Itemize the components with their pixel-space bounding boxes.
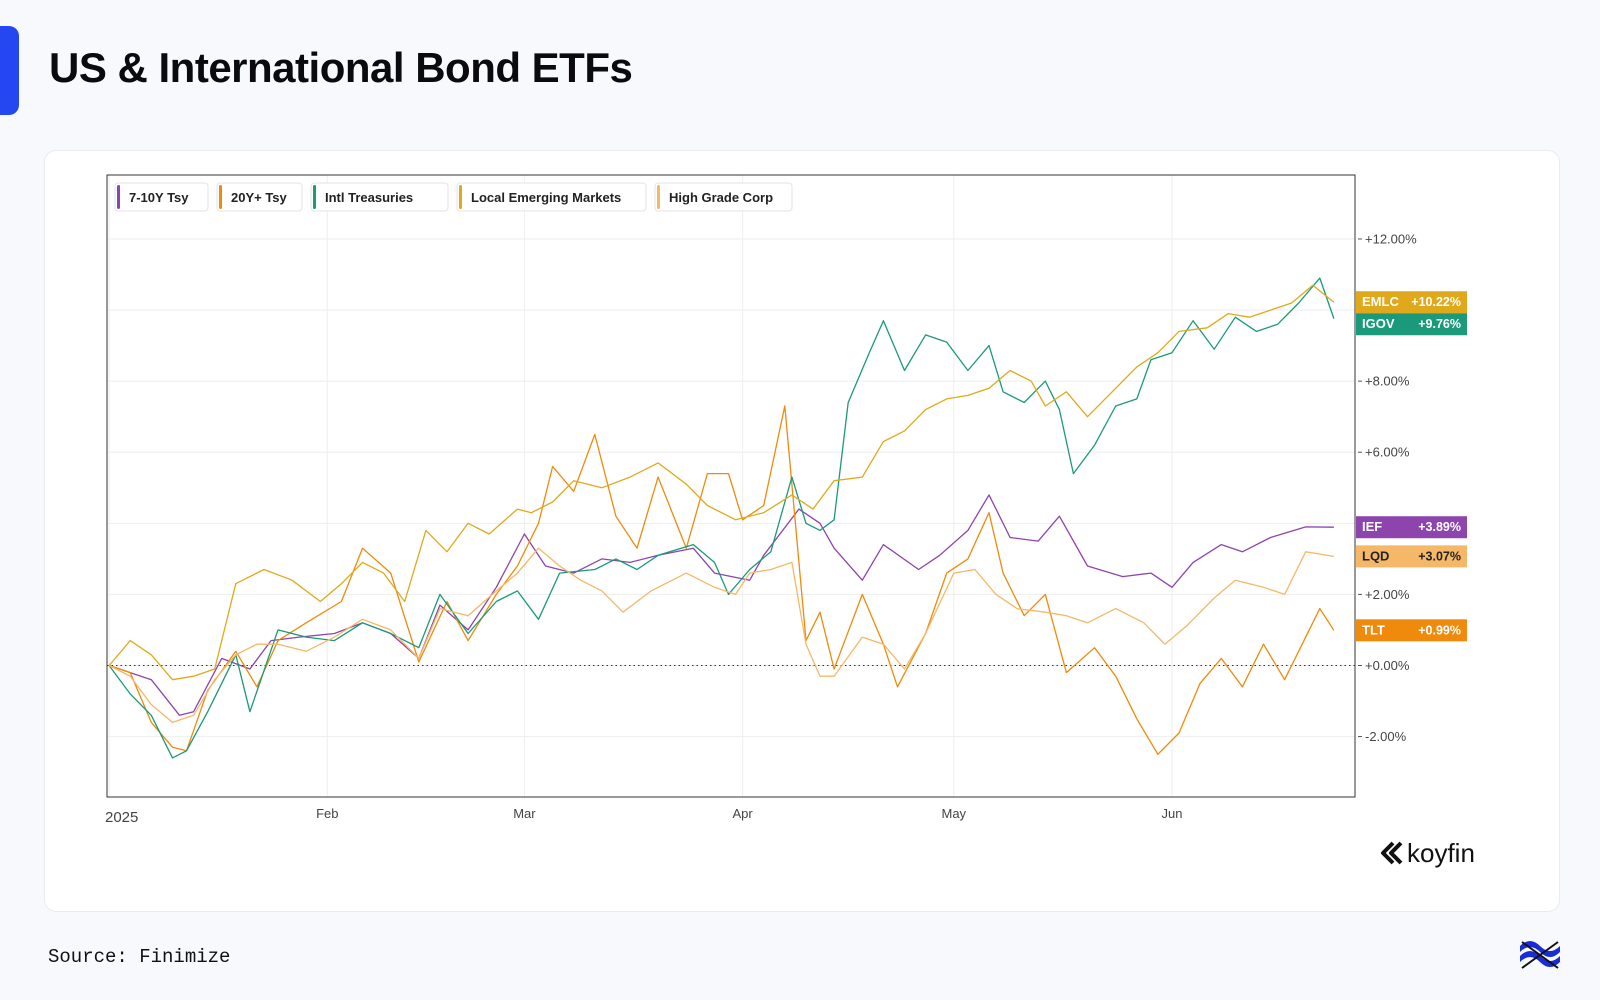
koyfin-wordmark: koyfin <box>1407 838 1475 868</box>
legend-color-swatch <box>219 185 222 209</box>
end-label-value: +0.99% <box>1418 623 1461 637</box>
source-text: Source: Finimize <box>48 946 231 968</box>
end-label-value: +3.07% <box>1418 549 1461 563</box>
end-label-ticker: TLT <box>1362 622 1385 637</box>
legend-item-tlt[interactable]: 20Y+ Tsy <box>216 182 303 212</box>
series-line-lqd <box>108 547 1335 724</box>
x-tick-label: Jun <box>1162 806 1183 821</box>
legend-item-lqd[interactable]: High Grade Corp <box>654 182 793 212</box>
end-label-background <box>1356 313 1467 336</box>
title-accent-bar <box>0 26 19 115</box>
end-label-background <box>1356 516 1467 539</box>
end-label-igov: IGOV +9.76% <box>1356 313 1467 336</box>
legend-color-swatch <box>117 185 120 209</box>
bond-etf-line-chart: -2.00% +0.00% +2.00% +6.00% +8.00% +12.00% 20… <box>105 174 1475 868</box>
legend-item-igov[interactable]: Intl Treasuries <box>310 182 449 212</box>
legend-label: High Grade Corp <box>669 190 773 205</box>
legend-chip <box>456 182 647 212</box>
finimize-logo-icon <box>1520 941 1560 969</box>
end-label-ticker: EMLC <box>1362 294 1399 309</box>
legend-label: Intl Treasuries <box>325 190 413 205</box>
legend-chip <box>216 182 303 212</box>
page-title: US & International Bond ETFs <box>49 44 633 91</box>
legend-label: 20Y+ Tsy <box>231 190 288 205</box>
end-label-ticker: LQD <box>1362 548 1389 563</box>
x-tick-label: Mar <box>513 806 536 821</box>
end-label-background <box>1356 619 1467 642</box>
end-label-value: +9.76% <box>1418 317 1461 331</box>
plot-area-frame <box>106 174 1356 798</box>
legend-chip <box>114 182 209 212</box>
koyfin-logo: koyfin <box>1381 838 1475 868</box>
legend-item-emlc[interactable]: Local Emerging Markets <box>456 182 647 212</box>
koyfin-logo-mark-icon <box>1381 841 1403 865</box>
legend-color-swatch <box>459 185 462 209</box>
legend-color-swatch <box>657 185 660 209</box>
end-label-background <box>1356 291 1467 314</box>
end-label-emlc: EMLC +10.22% <box>1356 291 1467 314</box>
y-tick-label: +6.00% <box>1365 445 1410 460</box>
legend-color-swatch <box>313 185 316 209</box>
chart-card: -2.00% +0.00% +2.00% +6.00% +8.00% +12.00% 20… <box>44 150 1560 912</box>
series-line-ief <box>108 494 1334 716</box>
legend-chip <box>310 182 449 212</box>
series-line-emlc <box>108 284 1335 681</box>
x-tick-label: 2025 <box>105 809 138 826</box>
end-label-ticker: IEF <box>1362 519 1382 534</box>
end-label-tlt: TLT +0.99% <box>1356 619 1467 642</box>
y-tick-label: +8.00% <box>1365 374 1410 389</box>
series-line-tlt <box>108 405 1335 755</box>
series-line-igov <box>108 277 1335 759</box>
legend-label: 7-10Y Tsy <box>129 190 189 205</box>
x-tick-label: Apr <box>732 806 753 821</box>
legend-chip <box>654 182 793 212</box>
end-label-ticker: IGOV <box>1362 316 1395 331</box>
y-tick-label: -2.00% <box>1365 729 1407 744</box>
legend-label: Local Emerging Markets <box>471 190 621 205</box>
legend-item-ief[interactable]: 7-10Y Tsy <box>114 182 209 212</box>
y-tick-label: +2.00% <box>1365 587 1410 602</box>
end-label-ief: IEF +3.89% <box>1356 516 1467 539</box>
end-label-value: +3.89% <box>1418 520 1461 534</box>
y-tick-label: +12.00% <box>1365 231 1417 246</box>
x-tick-label: Feb <box>316 806 338 821</box>
y-tick-label: +0.00% <box>1365 658 1410 673</box>
end-label-lqd: LQD +3.07% <box>1356 545 1467 568</box>
x-tick-label: May <box>942 806 967 821</box>
end-label-background <box>1356 545 1467 568</box>
end-label-value: +10.22% <box>1411 295 1461 309</box>
